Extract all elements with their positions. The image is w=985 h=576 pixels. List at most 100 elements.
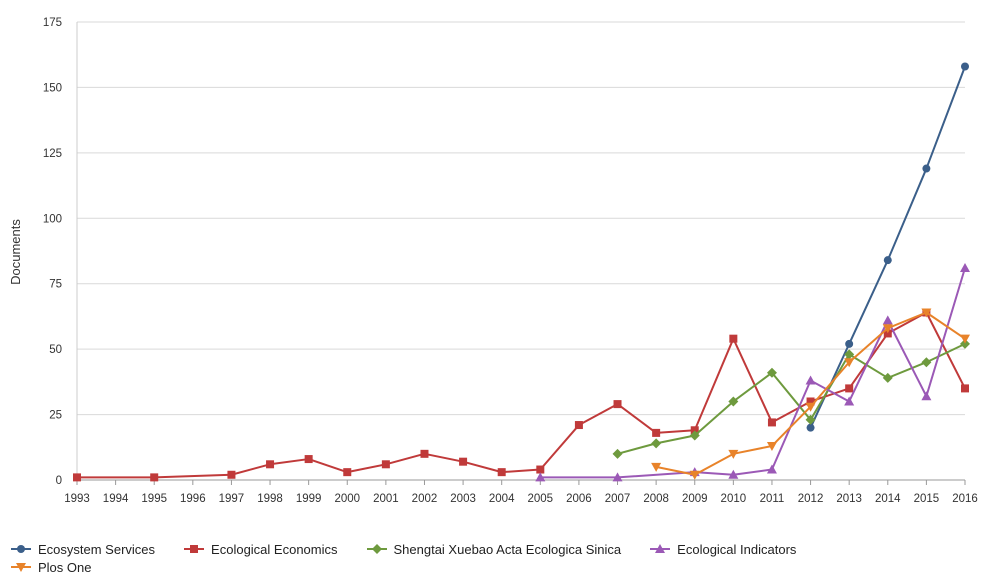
data-point [612, 472, 623, 482]
gridlines [76, 21, 965, 481]
x-tick-label: 1997 [219, 493, 245, 505]
data-point [767, 418, 776, 427]
x-tick-label: 1994 [103, 493, 129, 505]
x-tick-label: 1995 [141, 493, 167, 505]
data-point [960, 338, 970, 349]
y-tick-label: 75 [49, 279, 62, 291]
data-point [883, 329, 892, 338]
x-tick-label: 2002 [412, 493, 438, 505]
data-point [921, 308, 932, 318]
legend-item[interactable]: Shengtai Xuebao Acta Ecologica Sinica [366, 541, 622, 557]
data-point [766, 441, 777, 451]
legend-marker [190, 545, 199, 553]
y-tick-label: 125 [43, 148, 62, 160]
x-axis-ticks: 1993 1994 1995 1996 1997 1998 1999 2000 2001 2002… [64, 480, 978, 505]
x-tick-label: 2007 [605, 493, 631, 505]
data-point [728, 469, 739, 479]
data-point [304, 455, 313, 464]
legend-marker [16, 563, 26, 572]
data-point [73, 473, 81, 482]
data-point [459, 457, 468, 466]
legend-swatch-icon [366, 544, 387, 554]
y-tick-label: 50 [49, 344, 62, 356]
series-ecological-economics [73, 308, 969, 482]
legend-item[interactable]: Ecological Economics [183, 541, 338, 557]
data-point [420, 449, 429, 458]
data-point [690, 426, 699, 435]
legend-item[interactable]: Ecosystem Services [10, 542, 155, 557]
x-tick-label: 2001 [373, 493, 399, 505]
legend-marker [371, 544, 382, 554]
data-point [960, 263, 970, 273]
y-tick-label: 25 [49, 410, 62, 422]
data-point [536, 465, 545, 474]
data-point [150, 473, 159, 482]
data-point [728, 396, 739, 407]
series-shengtai-xuebao-acta-ecologica-sinica [612, 338, 970, 459]
data-point [266, 460, 275, 469]
legend-swatch-icon [11, 563, 31, 572]
y-tick-label: 175 [43, 17, 62, 29]
data-point [844, 349, 855, 360]
data-point [689, 430, 700, 441]
legend-item[interactable]: Ecological Indicators [649, 542, 796, 557]
data-point [806, 397, 815, 406]
data-point [766, 367, 777, 378]
data-point [921, 391, 932, 401]
series-ecosystem-services [806, 62, 969, 432]
data-point [574, 421, 583, 430]
data-point [844, 396, 855, 406]
x-tick-label: 1996 [180, 493, 206, 505]
data-point [766, 464, 777, 474]
data-point [883, 256, 892, 265]
data-point [882, 372, 893, 383]
data-point [961, 384, 969, 393]
series-plos-one [651, 308, 970, 480]
data-point [613, 400, 622, 409]
line-chart: 0 25 50 75 100 125 150 175 1993 1994 1995 1996 1997… [8, 17, 978, 505]
y-axis-label: Documents [8, 219, 23, 285]
x-tick-label: 1993 [64, 493, 90, 505]
legend-label: Ecological Indicators [677, 541, 797, 557]
legend-item[interactable]: Plos One [10, 560, 91, 575]
data-point [845, 384, 854, 393]
series-line [655, 311, 966, 476]
x-tick-label: 2012 [798, 493, 824, 505]
data-point [922, 164, 931, 173]
data-point [882, 324, 893, 334]
legend-label: Shengtai Xuebao Acta Ecologica Sinica [393, 541, 622, 557]
data-point [651, 438, 662, 449]
legend-label: Plos One [38, 559, 92, 575]
data-point [651, 462, 662, 472]
data-point [535, 472, 546, 482]
data-point [728, 449, 739, 459]
series-line [77, 311, 966, 479]
x-tick-label: 2015 [914, 493, 940, 505]
data-point [921, 357, 932, 368]
x-tick-label: 2016 [952, 493, 978, 505]
legend: Ecosystem Services Ecological Economics Sh… [10, 540, 970, 576]
series-ecological-indicators [535, 263, 970, 482]
data-point [882, 315, 893, 325]
series-line [617, 343, 966, 455]
x-tick-label: 2011 [760, 493, 785, 505]
x-tick-label: 1998 [257, 493, 283, 505]
x-tick-label: 2008 [643, 493, 669, 505]
legend-label: Ecological Economics [211, 541, 338, 557]
data-point [961, 62, 969, 71]
data-point [845, 339, 854, 348]
y-tick-label: 150 [43, 82, 62, 94]
x-tick-label: 2013 [836, 493, 862, 505]
x-tick-label: 2010 [721, 493, 747, 505]
legend-label: Ecosystem Services [38, 541, 156, 557]
legend-swatch-icon [650, 544, 671, 553]
data-point [805, 414, 816, 425]
x-tick-label: 2003 [450, 493, 476, 505]
y-tick-label: 100 [43, 213, 62, 225]
data-point [806, 423, 815, 432]
y-axis-ticks: 0 25 50 75 100 125 150 175 [43, 17, 62, 487]
data-point [960, 334, 970, 344]
y-tick-label: 0 [56, 475, 62, 487]
legend-marker [17, 545, 25, 553]
series-lines [73, 62, 970, 482]
